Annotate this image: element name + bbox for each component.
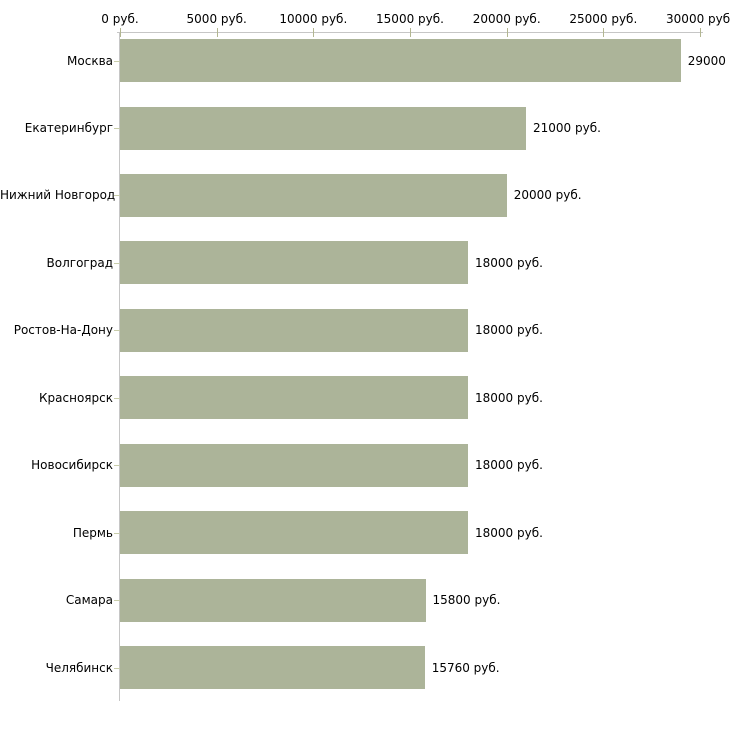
bar — [120, 376, 468, 420]
category-tick — [114, 667, 120, 669]
x-axis-tick-label: 15000 руб. — [376, 12, 444, 26]
value-label: 18000 руб. — [475, 390, 543, 405]
x-axis-tick-label: 30000 руб. — [666, 12, 730, 26]
category-tick — [114, 262, 120, 264]
category-tick — [114, 128, 120, 129]
bar — [120, 39, 681, 82]
value-label: 15760 руб. — [431, 660, 500, 675]
category-tick — [114, 330, 120, 332]
category-label: Челябинск — [45, 660, 113, 675]
category-tick — [114, 465, 120, 467]
value-label: 18000 руб. — [475, 323, 543, 338]
category-label: Екатеринбург — [24, 120, 113, 135]
category-tick — [114, 397, 120, 399]
category-tick — [114, 60, 120, 62]
x-axis-tick-label: 5000 руб. — [186, 12, 247, 26]
bar — [120, 106, 526, 150]
value-label: 29000 руб. — [687, 53, 730, 68]
bar — [120, 646, 425, 690]
category-tick — [114, 195, 120, 197]
value-label: 18000 руб. — [475, 255, 543, 270]
category-label: Москва — [67, 53, 113, 68]
y-axis-line — [119, 32, 120, 701]
value-label: 18000 руб. — [475, 458, 543, 473]
category-tick — [114, 532, 120, 534]
value-label: 21000 руб. — [533, 121, 601, 135]
category-label: Ростов-На-Дону — [13, 323, 113, 338]
x-axis-tick — [506, 28, 508, 37]
x-axis-tick-label: 25000 руб. — [569, 12, 638, 26]
x-axis-tick-label: 20000 руб. — [472, 12, 541, 26]
category-label: Самара — [65, 593, 113, 608]
x-axis-tick — [700, 28, 701, 37]
bar — [120, 443, 468, 487]
value-label: 18000 руб. — [475, 525, 543, 540]
x-axis-tick — [120, 28, 121, 37]
value-label: 20000 руб. — [513, 188, 582, 203]
bar — [120, 308, 468, 352]
bar — [120, 241, 468, 285]
x-axis-tick-label: 0 руб. — [101, 12, 139, 26]
category-label: Красноярск — [39, 390, 113, 405]
bar — [120, 173, 507, 217]
category-label: Пермь — [72, 525, 113, 540]
x-axis-tick-label: 10000 руб. — [279, 12, 348, 26]
x-axis-tick — [603, 28, 605, 37]
category-label: Новосибирск — [31, 458, 113, 473]
x-axis-tick — [410, 28, 411, 37]
value-label: 15800 руб. — [432, 593, 501, 608]
category-tick — [114, 600, 120, 602]
category-label: Нижний Новгород — [0, 188, 116, 203]
category-label: Волгоград — [46, 255, 113, 270]
bar — [120, 511, 468, 555]
x-axis-tick — [216, 28, 218, 37]
bar — [120, 578, 426, 622]
x-axis-tick — [313, 28, 315, 37]
